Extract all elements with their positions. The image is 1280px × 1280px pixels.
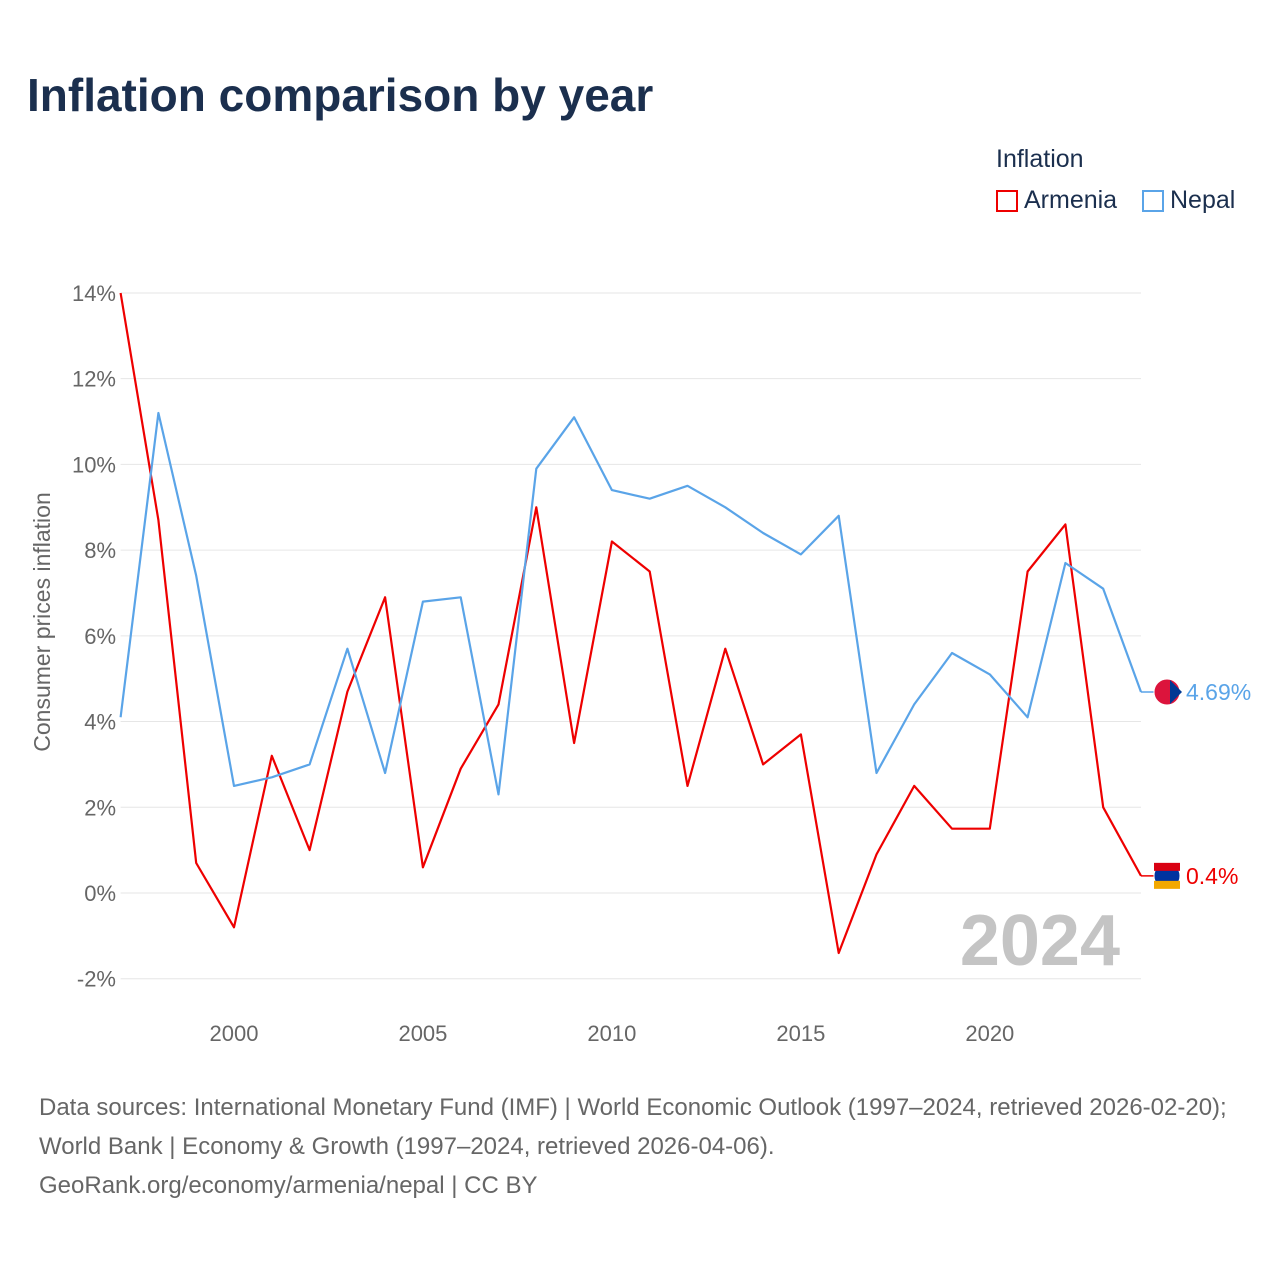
- flag-shape: [1170, 679, 1182, 704]
- y-tick-label: 6%: [84, 624, 116, 649]
- flag-stripe: [1154, 862, 1180, 871]
- chart-title: Inflation comparison by year: [27, 69, 654, 121]
- y-tick-label: 0%: [84, 881, 116, 906]
- plot-area: -2% 0% 2% 4% 6% 8% 10% 12% 14% 2000 2005 2010 2015 20…: [29, 281, 1251, 1046]
- legend-label-nepal: Nepal: [1170, 186, 1236, 214]
- series-line-nepal: [119, 411, 1143, 796]
- x-tick-label: 2000: [210, 1021, 259, 1046]
- end-label-nepal: 4.69%: [1186, 679, 1251, 705]
- year-watermark: 2024: [960, 901, 1120, 981]
- source-text: Data sources: International Monetary Fun…: [39, 1094, 1227, 1160]
- y-tick-label: 14%: [72, 281, 116, 306]
- x-tick-label: 2015: [776, 1021, 825, 1046]
- y-tick-label: -2%: [77, 967, 116, 992]
- y-tick-label: 8%: [84, 538, 116, 563]
- x-tick-label: 2010: [587, 1021, 636, 1046]
- x-tick-label: 2020: [965, 1021, 1014, 1046]
- y-tick-label: 10%: [72, 452, 116, 477]
- series-line-armenia: [119, 292, 1142, 955]
- legend-title: Inflation: [996, 145, 1084, 173]
- source-note: Data sources: International Monetary Fun…: [39, 1088, 1249, 1205]
- legend-label-armenia: Armenia: [1024, 186, 1118, 214]
- legend-swatch-nepal: [1142, 189, 1164, 212]
- y-tick-label: 12%: [72, 367, 116, 392]
- legend-swatch-armenia: [996, 189, 1018, 212]
- y-axis-label: Consumer prices inflation: [29, 492, 55, 752]
- source-link[interactable]: GeoRank.org/economy/armenia/nepal | CC B…: [39, 1172, 538, 1199]
- legend-item-armenia[interactable]: Armenia: [996, 186, 1117, 215]
- y-tick-label: 4%: [84, 710, 116, 735]
- flag-stripe: [1154, 880, 1180, 889]
- x-tick-label: 2005: [398, 1021, 447, 1046]
- legend-item-nepal[interactable]: Nepal: [1142, 186, 1235, 215]
- end-label-armenia: 0.4%: [1186, 863, 1238, 889]
- y-tick-label: 2%: [84, 795, 116, 820]
